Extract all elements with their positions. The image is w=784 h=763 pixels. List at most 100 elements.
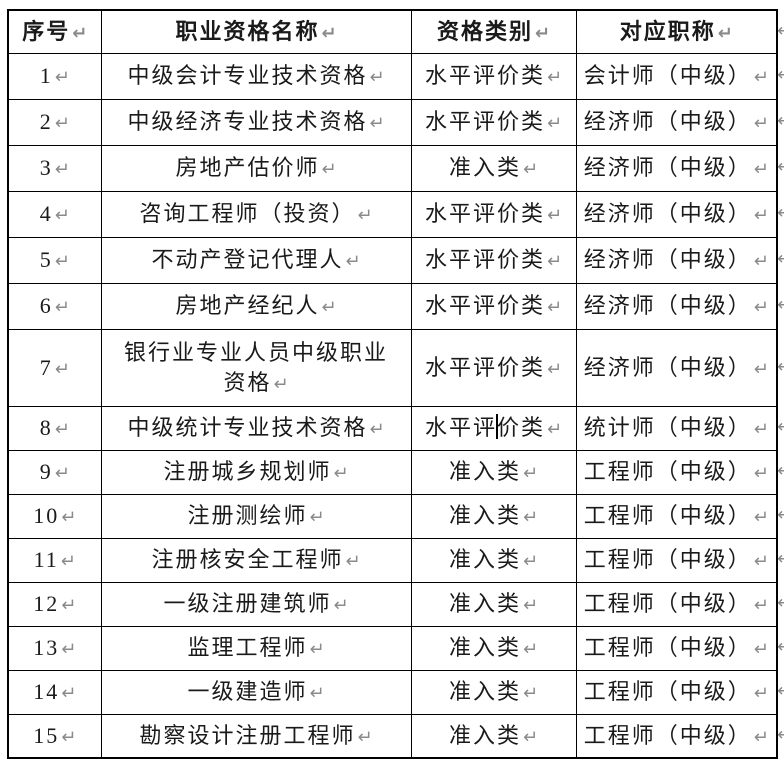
cell-no[interactable]: 9 ↵: [7, 449, 102, 495]
end-of-cell-mark: ↵: [54, 67, 70, 89]
column-header-category[interactable]: 资格类别 ↵: [410, 9, 577, 54]
cell-no[interactable]: 1 ↵: [7, 52, 102, 100]
end-of-cell-mark: ↵: [345, 251, 361, 273]
cell-name[interactable]: 注册核安全工程师 ↵: [100, 537, 412, 583]
cell-no[interactable]: 4 ↵: [7, 190, 102, 238]
cell-no[interactable]: 3 ↵: [7, 144, 102, 192]
end-of-cell-mark: ↵: [321, 297, 337, 319]
column-header-no[interactable]: 序号 ↵: [7, 9, 102, 54]
end-of-row-mark: ↵: [777, 203, 784, 224]
column-header-label: 资格类别: [436, 18, 533, 44]
cell-no[interactable]: 2 ↵: [7, 98, 102, 146]
cell-title[interactable]: 经济师（中级） ↵: [575, 144, 778, 192]
cell-no[interactable]: 5 ↵: [7, 236, 102, 284]
column-header-name[interactable]: 职业资格名称 ↵: [100, 9, 412, 54]
end-of-row-mark: ↵: [777, 637, 784, 658]
cell-no[interactable]: 15 ↵: [7, 713, 102, 759]
cell-category[interactable]: 准入类 ↵: [410, 144, 577, 192]
cell-category[interactable]: 准入类 ↵: [410, 493, 577, 539]
cell-name[interactable]: 咨询工程师（投资） ↵: [100, 190, 412, 238]
cell-title[interactable]: 工程师（中级） ↵: [575, 493, 778, 539]
table-row: 3 ↵ 房地产估价师 ↵ 准入类 ↵ 经济师（中级） ↵: [7, 144, 778, 192]
column-header-title[interactable]: 对应职称 ↵: [575, 9, 778, 54]
end-of-cell-mark: ↵: [522, 639, 539, 661]
end-of-cell-mark: ↵: [753, 595, 769, 617]
table-header: 序号 ↵ 职业资格名称 ↵ 资格类别 ↵ 对应职称 ↵: [7, 9, 778, 54]
cell-no[interactable]: 13 ↵: [7, 625, 102, 671]
cell-no[interactable]: 7 ↵: [7, 328, 102, 407]
cell-name[interactable]: 银行业专业人员中级职业 资格 ↵: [100, 328, 412, 407]
end-of-row-mark: ↵: [777, 20, 784, 41]
cell-category[interactable]: 水平评价类 ↵: [410, 52, 577, 100]
cell-category[interactable]: 准入类 ↵: [410, 581, 577, 627]
cell-title[interactable]: 工程师（中级） ↵: [575, 625, 778, 671]
cell-title[interactable]: 经济师（中级） ↵: [575, 282, 778, 330]
end-of-cell-mark: ↵: [753, 297, 769, 319]
end-of-cell-mark: ↵: [369, 419, 385, 441]
end-of-row-mark: ↵: [777, 111, 784, 132]
end-of-cell-mark: ↵: [522, 726, 539, 748]
cell-title[interactable]: 工程师（中级） ↵: [575, 713, 778, 759]
table-row: 14 ↵ 一级建造师 ↵ 准入类 ↵ 工程师（中级） ↵: [7, 669, 778, 715]
end-of-cell-mark: ↵: [546, 113, 563, 135]
cell-category[interactable]: 准入类 ↵: [410, 537, 577, 583]
end-of-cell-mark: ↵: [753, 159, 769, 181]
cell-name[interactable]: 房地产估价师 ↵: [100, 144, 412, 192]
end-of-cell-mark: ↵: [522, 159, 539, 181]
cell-no[interactable]: 14 ↵: [7, 669, 102, 715]
cell-no[interactable]: 6 ↵: [7, 282, 102, 330]
cell-no[interactable]: 12 ↵: [7, 581, 102, 627]
cell-title[interactable]: 经济师（中级） ↵: [575, 98, 778, 146]
cell-name[interactable]: 不动产登记代理人 ↵: [100, 236, 412, 284]
column-header-label: 职业资格名称: [175, 18, 320, 44]
table-row: 11 ↵ 注册核安全工程师 ↵ 准入类 ↵ 工程师（中级） ↵: [7, 537, 778, 583]
end-of-cell-mark: ↵: [54, 251, 70, 273]
cell-category[interactable]: 水平评价类 ↵: [410, 98, 577, 146]
end-of-cell-mark: ↵: [546, 419, 563, 441]
end-of-cell-mark: ↵: [321, 22, 337, 44]
cell-name[interactable]: 一级注册建筑师 ↵: [100, 581, 412, 627]
end-of-cell-mark: ↵: [309, 683, 325, 705]
end-of-cell-mark: ↵: [61, 683, 77, 705]
cell-category[interactable]: 准入类 ↵: [410, 669, 577, 715]
cell-title[interactable]: 经济师（中级） ↵: [575, 328, 778, 407]
cell-title[interactable]: 工程师（中级） ↵: [575, 581, 778, 627]
cell-title[interactable]: 会计师（中级） ↵: [575, 52, 778, 100]
cell-title[interactable]: 工程师（中级） ↵: [575, 449, 778, 495]
cell-name[interactable]: 中级经济专业技术资格 ↵: [100, 98, 412, 146]
cell-title[interactable]: 经济师（中级） ↵: [575, 236, 778, 284]
cell-title[interactable]: 统计师（中级） ↵: [575, 405, 778, 451]
end-of-cell-mark: ↵: [54, 358, 70, 380]
cell-category[interactable]: 准入类 ↵: [410, 625, 577, 671]
cell-category[interactable]: 准入类 ↵: [410, 449, 577, 495]
cell-no[interactable]: 10 ↵: [7, 493, 102, 539]
cell-title[interactable]: 工程师（中级） ↵: [575, 537, 778, 583]
cell-category[interactable]: 准入类 ↵: [410, 713, 577, 759]
cell-name[interactable]: 房地产经纪人 ↵: [100, 282, 412, 330]
cell-name[interactable]: 注册测绘师 ↵: [100, 493, 412, 539]
cell-name[interactable]: 监理工程师 ↵: [100, 625, 412, 671]
end-of-cell-mark: ↵: [309, 639, 325, 661]
cell-no[interactable]: 8 ↵: [7, 405, 102, 451]
cell-name[interactable]: 注册城乡规划师 ↵: [100, 449, 412, 495]
end-of-row-mark: ↵: [777, 295, 784, 316]
cell-title[interactable]: 经济师（中级） ↵: [575, 190, 778, 238]
cell-category[interactable]: 水平评价类 ↵: [410, 282, 577, 330]
table-row: 13 ↵ 监理工程师 ↵ 准入类 ↵ 工程师（中级） ↵: [7, 625, 778, 671]
cell-category[interactable]: 水平评价类 ↵: [410, 405, 577, 451]
end-of-row-mark: ↵: [777, 725, 784, 746]
cell-category[interactable]: 水平评价类 ↵: [410, 236, 577, 284]
end-of-cell-mark: ↵: [273, 373, 289, 395]
cell-no[interactable]: 11 ↵: [7, 537, 102, 583]
cell-category[interactable]: 水平评价类 ↵: [410, 190, 577, 238]
end-of-cell-mark: ↵: [522, 595, 539, 617]
end-of-cell-mark: ↵: [753, 113, 769, 135]
cell-name[interactable]: 勘察设计注册工程师 ↵: [100, 713, 412, 759]
end-of-cell-mark: ↵: [546, 205, 563, 227]
end-of-cell-mark: ↵: [369, 113, 385, 135]
cell-name[interactable]: 中级会计专业技术资格 ↵: [100, 52, 412, 100]
cell-name[interactable]: 中级统计专业技术资格 ↵: [100, 405, 412, 451]
cell-title[interactable]: 工程师（中级） ↵: [575, 669, 778, 715]
cell-name[interactable]: 一级建造师 ↵: [100, 669, 412, 715]
cell-category[interactable]: 水平评价类 ↵: [410, 328, 577, 407]
